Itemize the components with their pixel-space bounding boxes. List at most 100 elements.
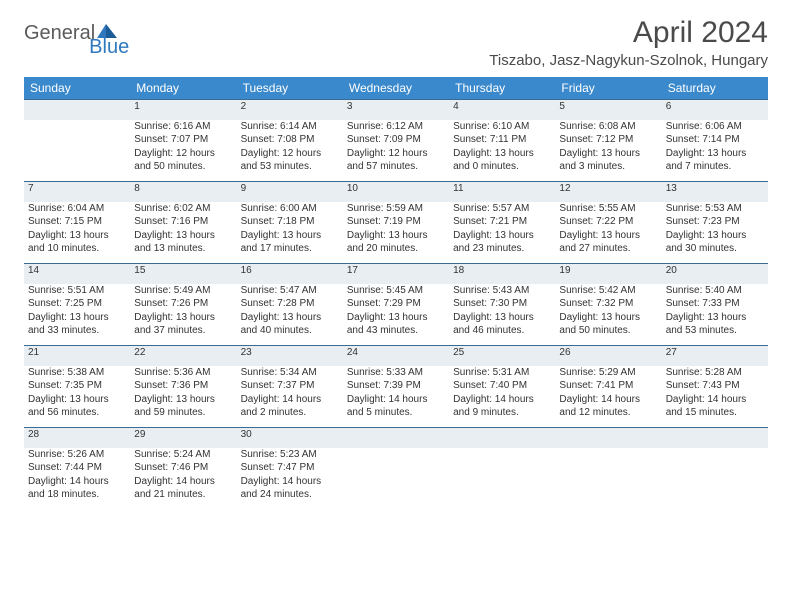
day-detail-line: Sunset: 7:19 PM [347,215,445,229]
day-detail-line: and 57 minutes. [347,160,445,174]
day-detail-line: Sunrise: 5:51 AM [28,284,126,298]
day-cell: Sunrise: 6:04 AMSunset: 7:15 PMDaylight:… [24,202,130,264]
day-cell: Sunrise: 5:55 AMSunset: 7:22 PMDaylight:… [555,202,661,264]
day-detail-line: Sunrise: 5:29 AM [559,366,657,380]
day-details: Sunrise: 5:55 AMSunset: 7:22 PMDaylight:… [559,202,657,256]
day-detail-line: Daylight: 13 hours [28,229,126,243]
day-detail-line: Daylight: 13 hours [453,147,551,161]
day-number: 24 [343,346,449,366]
day-cell: Sunrise: 5:42 AMSunset: 7:32 PMDaylight:… [555,284,661,346]
day-detail-line: and 3 minutes. [559,160,657,174]
day-detail-line: Daylight: 13 hours [666,311,764,325]
day-detail-line: Sunrise: 5:45 AM [347,284,445,298]
day-number: 21 [24,346,130,366]
day-number: 11 [449,182,555,202]
day-number: 19 [555,264,661,284]
day-detail-line: Sunrise: 6:08 AM [559,120,657,134]
day-detail-line: Sunrise: 5:28 AM [666,366,764,380]
day-detail-line: and 33 minutes. [28,324,126,338]
day-detail-line: Sunrise: 6:00 AM [241,202,339,216]
day-details: Sunrise: 5:49 AMSunset: 7:26 PMDaylight:… [134,284,232,338]
day-detail-line: Daylight: 13 hours [241,229,339,243]
day-detail-line: Sunset: 7:08 PM [241,133,339,147]
day-detail-line: and 59 minutes. [134,406,232,420]
day-detail-line: Daylight: 13 hours [28,393,126,407]
day-details: Sunrise: 5:24 AMSunset: 7:46 PMDaylight:… [134,448,232,502]
day-detail-line: and 27 minutes. [559,242,657,256]
calendar-header-row: Sunday Monday Tuesday Wednesday Thursday… [24,77,768,100]
day-detail-line: and 30 minutes. [666,242,764,256]
day-number [24,100,130,120]
weekday-header: Friday [555,77,661,100]
day-cell [343,448,449,510]
day-number: 9 [237,182,343,202]
day-detail-line: Sunrise: 5:36 AM [134,366,232,380]
day-number: 15 [130,264,236,284]
day-details: Sunrise: 5:38 AMSunset: 7:35 PMDaylight:… [28,366,126,420]
day-number: 6 [662,100,768,120]
day-detail-line: Sunset: 7:12 PM [559,133,657,147]
brand-text-general: General [24,22,95,45]
daynum-row: 21222324252627 [24,346,768,366]
day-detail-line: Sunset: 7:16 PM [134,215,232,229]
day-detail-line: Sunset: 7:30 PM [453,297,551,311]
day-detail-line: and 0 minutes. [453,160,551,174]
day-number: 29 [130,428,236,448]
day-cell: Sunrise: 5:36 AMSunset: 7:36 PMDaylight:… [130,366,236,428]
day-detail-line: and 21 minutes. [134,488,232,502]
day-detail-line: Daylight: 13 hours [134,229,232,243]
weekday-header: Wednesday [343,77,449,100]
day-detail-line: Daylight: 13 hours [559,229,657,243]
day-number: 30 [237,428,343,448]
day-details: Sunrise: 6:00 AMSunset: 7:18 PMDaylight:… [241,202,339,256]
day-cell [24,120,130,182]
day-detail-line: and 53 minutes. [666,324,764,338]
day-detail-line: Daylight: 12 hours [134,147,232,161]
detail-row: Sunrise: 5:26 AMSunset: 7:44 PMDaylight:… [24,448,768,510]
day-detail-line: Sunrise: 6:10 AM [453,120,551,134]
day-detail-line: and 56 minutes. [28,406,126,420]
day-detail-line: Sunset: 7:25 PM [28,297,126,311]
day-number: 2 [237,100,343,120]
day-detail-line: Sunrise: 6:02 AM [134,202,232,216]
day-detail-line: Sunset: 7:37 PM [241,379,339,393]
day-details: Sunrise: 5:34 AMSunset: 7:37 PMDaylight:… [241,366,339,420]
day-detail-line: and 50 minutes. [559,324,657,338]
day-number: 28 [24,428,130,448]
day-detail-line: Sunrise: 5:53 AM [666,202,764,216]
month-title: April 2024 [489,16,768,50]
day-details: Sunrise: 6:06 AMSunset: 7:14 PMDaylight:… [666,120,764,174]
day-number: 1 [130,100,236,120]
day-detail-line: Sunrise: 5:47 AM [241,284,339,298]
day-detail-line: Sunrise: 5:26 AM [28,448,126,462]
day-detail-line: Sunset: 7:35 PM [28,379,126,393]
day-number: 25 [449,346,555,366]
day-detail-line: Sunrise: 5:57 AM [453,202,551,216]
day-cell [555,448,661,510]
day-number: 5 [555,100,661,120]
day-details: Sunrise: 5:36 AMSunset: 7:36 PMDaylight:… [134,366,232,420]
day-number: 23 [237,346,343,366]
day-number: 13 [662,182,768,202]
day-cell: Sunrise: 6:00 AMSunset: 7:18 PMDaylight:… [237,202,343,264]
day-detail-line: Daylight: 14 hours [453,393,551,407]
location-text: Tiszabo, Jasz-Nagykun-Szolnok, Hungary [489,52,768,69]
detail-row: Sunrise: 6:04 AMSunset: 7:15 PMDaylight:… [24,202,768,264]
day-detail-line: and 24 minutes. [241,488,339,502]
day-detail-line: Sunset: 7:26 PM [134,297,232,311]
day-details: Sunrise: 5:51 AMSunset: 7:25 PMDaylight:… [28,284,126,338]
day-cell: Sunrise: 6:10 AMSunset: 7:11 PMDaylight:… [449,120,555,182]
day-cell: Sunrise: 5:23 AMSunset: 7:47 PMDaylight:… [237,448,343,510]
day-cell: Sunrise: 5:47 AMSunset: 7:28 PMDaylight:… [237,284,343,346]
detail-row: Sunrise: 5:38 AMSunset: 7:35 PMDaylight:… [24,366,768,428]
day-detail-line: and 43 minutes. [347,324,445,338]
day-detail-line: Sunset: 7:43 PM [666,379,764,393]
day-number: 12 [555,182,661,202]
daynum-row: 14151617181920 [24,264,768,284]
day-detail-line: Daylight: 14 hours [559,393,657,407]
day-number: 7 [24,182,130,202]
day-number: 14 [24,264,130,284]
day-detail-line: Sunrise: 6:16 AM [134,120,232,134]
day-detail-line: Daylight: 14 hours [666,393,764,407]
day-cell [662,448,768,510]
